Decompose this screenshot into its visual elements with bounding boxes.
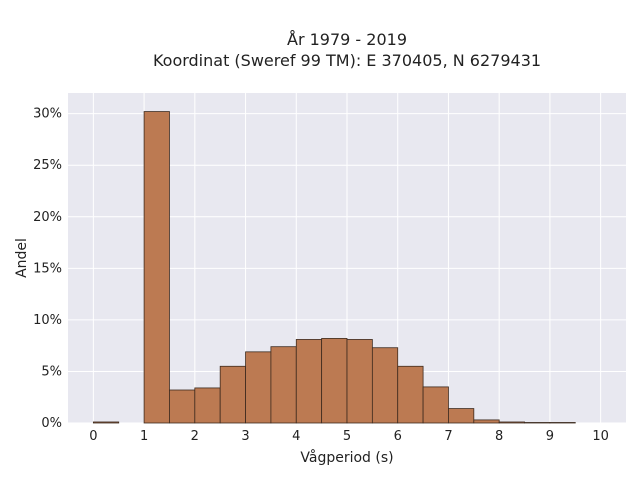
y-tick-label: 20% — [33, 210, 62, 225]
y-tick-label: 5% — [41, 364, 62, 379]
y-axis-label: Andel — [14, 238, 30, 278]
histogram-bar — [346, 339, 373, 424]
y-tick-label: 30% — [33, 107, 62, 122]
histogram-bar — [270, 346, 297, 424]
x-tick-label: 0 — [89, 429, 97, 444]
histogram-bar — [143, 111, 170, 424]
x-tick-label: 2 — [191, 429, 199, 444]
histogram-bar — [371, 347, 399, 424]
histogram-bar — [422, 386, 449, 424]
histogram-bar — [245, 351, 272, 424]
y-tick-label: 15% — [33, 261, 62, 276]
histogram-bar — [194, 387, 221, 424]
chart-title-line-1: År 1979 - 2019 — [287, 30, 407, 49]
histogram-bar — [169, 389, 196, 424]
histogram-bar — [524, 422, 551, 424]
y-tick-label: 25% — [33, 158, 62, 173]
histogram-bar — [448, 408, 475, 424]
y-tick-label: 0% — [41, 416, 62, 431]
x-axis-ticks: 0 1 2 3 4 5 6 7 8 9 10 — [89, 429, 609, 444]
histogram-bar — [549, 422, 576, 424]
x-tick-label: 4 — [292, 429, 300, 444]
x-tick-label: 1 — [140, 429, 148, 444]
x-tick-label: 9 — [546, 429, 554, 444]
x-tick-label: 6 — [394, 429, 402, 444]
x-tick-label: 10 — [592, 429, 609, 444]
histogram-bar — [295, 339, 323, 424]
histogram-bar — [498, 421, 525, 424]
histogram-bar — [473, 419, 500, 424]
y-tick-label: 10% — [33, 313, 62, 328]
x-tick-label: 3 — [241, 429, 249, 444]
x-tick-label: 8 — [495, 429, 503, 444]
histogram-bar — [219, 365, 246, 424]
x-axis-label: Vågperiod (s) — [300, 449, 393, 466]
histogram-bar — [321, 338, 348, 424]
histogram-bar — [397, 365, 424, 424]
x-tick-label: 7 — [444, 429, 452, 444]
chart-title-line-2: Koordinat (Sweref 99 TM): E 370405, N 62… — [153, 51, 541, 70]
y-axis-ticks: 0% 5% 10% 15% 20% 25% 30% — [33, 107, 62, 431]
histogram-bars — [92, 111, 576, 424]
x-tick-label: 5 — [343, 429, 351, 444]
histogram-bar — [92, 421, 120, 424]
